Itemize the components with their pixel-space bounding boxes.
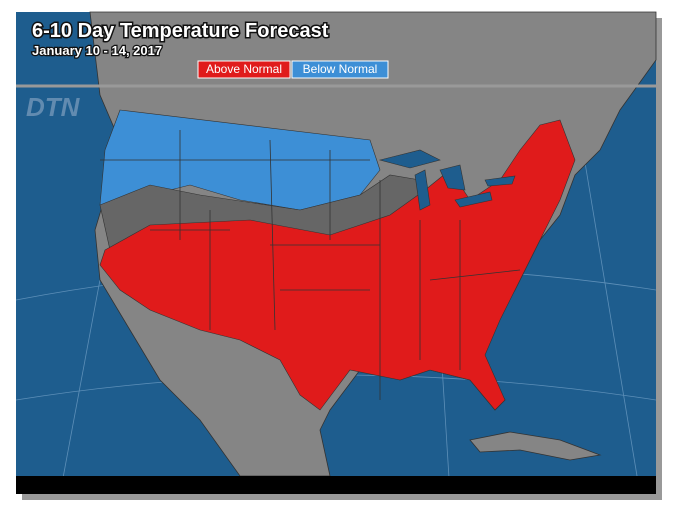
bottom-bar bbox=[16, 476, 656, 494]
logo: DTN bbox=[26, 92, 81, 122]
legend-swatch bbox=[197, 60, 291, 79]
cuba bbox=[469, 431, 602, 461]
state-borders bbox=[100, 130, 521, 400]
great-lakes bbox=[378, 149, 516, 211]
legend-swatch bbox=[291, 60, 389, 79]
legend: Above Normal Below Normal bbox=[197, 60, 389, 79]
title: 6-10 Day Temperature Forecast bbox=[32, 20, 329, 42]
legend-label: Below Normal bbox=[303, 62, 378, 76]
above-normal-region bbox=[99, 119, 576, 411]
subtitle: January 10 - 14, 2017 bbox=[32, 43, 162, 58]
legend-label: Above Normal bbox=[206, 62, 282, 76]
